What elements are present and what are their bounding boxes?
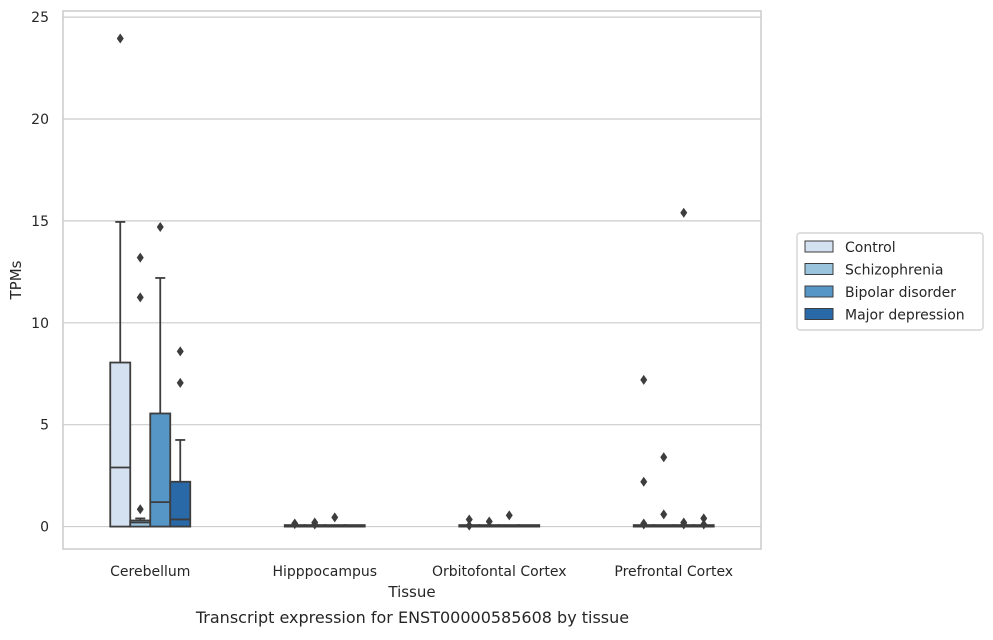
x-tick-label: Hipppocampus — [272, 564, 377, 580]
outlier-point — [116, 33, 124, 44]
legend: Control Schizophrenia Bipolar disorder Majo… — [796, 232, 984, 331]
outlier-point — [700, 513, 708, 524]
box — [149, 412, 172, 528]
outlier-point — [700, 519, 708, 530]
outlier-point — [505, 510, 513, 521]
outlier-point — [465, 514, 473, 525]
outlier-point — [156, 222, 164, 233]
outlier-point — [640, 519, 648, 530]
y-tick-label: 0 — [40, 520, 49, 536]
y-tick-label: 20 — [31, 112, 49, 128]
legend-frame — [796, 232, 984, 331]
boxes — [109, 33, 715, 531]
legend-swatch — [804, 308, 834, 320]
legend-swatch — [804, 285, 834, 298]
y-tick-label: 5 — [40, 418, 49, 434]
outlier-point — [136, 292, 144, 303]
outlier-point — [660, 452, 668, 463]
legend-label: Major depression — [845, 308, 965, 324]
y-axis-label: TPMs — [7, 260, 25, 300]
outlier-point — [640, 374, 648, 385]
outlier-point — [660, 509, 668, 520]
y-tick-label: 10 — [31, 316, 49, 332]
x-tick-label: Orbitofontal Cortex — [432, 564, 567, 580]
outlier-point — [680, 519, 688, 530]
x-axis-label: Tissue — [387, 583, 435, 601]
box — [109, 361, 132, 528]
y-tick-label: 25 — [31, 10, 49, 26]
outlier-point — [291, 519, 299, 530]
legend-label: Control — [845, 240, 896, 256]
y-tick-label: 15 — [31, 214, 49, 230]
x-tick-label: Cerebellum — [110, 564, 190, 580]
axes: 0 5 10 15 20 25 TPMs Cerebellum Hipppocampus Orbi… — [7, 10, 762, 601]
outlier-point — [465, 520, 473, 531]
outlier-point — [176, 346, 184, 357]
outlier-point — [176, 377, 184, 388]
outlier-point — [485, 516, 493, 527]
legend-swatch — [804, 240, 834, 253]
outlier-point — [311, 519, 319, 530]
box — [129, 519, 152, 528]
outlier-point — [136, 252, 144, 263]
plot-frame — [62, 10, 762, 550]
x-tick-label: Prefrontal Cortex — [614, 564, 733, 580]
legend-swatch — [804, 263, 834, 275]
legend-label: Schizophrenia — [845, 263, 943, 279]
outlier-point — [136, 504, 144, 515]
outlier-point — [331, 512, 339, 523]
legend-label: Bipolar disorder — [845, 285, 956, 301]
box — [169, 480, 192, 528]
figure-caption: Transcript expression for ENST0000058560… — [195, 608, 630, 627]
outlier-point — [640, 476, 648, 487]
outlier-point — [680, 207, 688, 218]
